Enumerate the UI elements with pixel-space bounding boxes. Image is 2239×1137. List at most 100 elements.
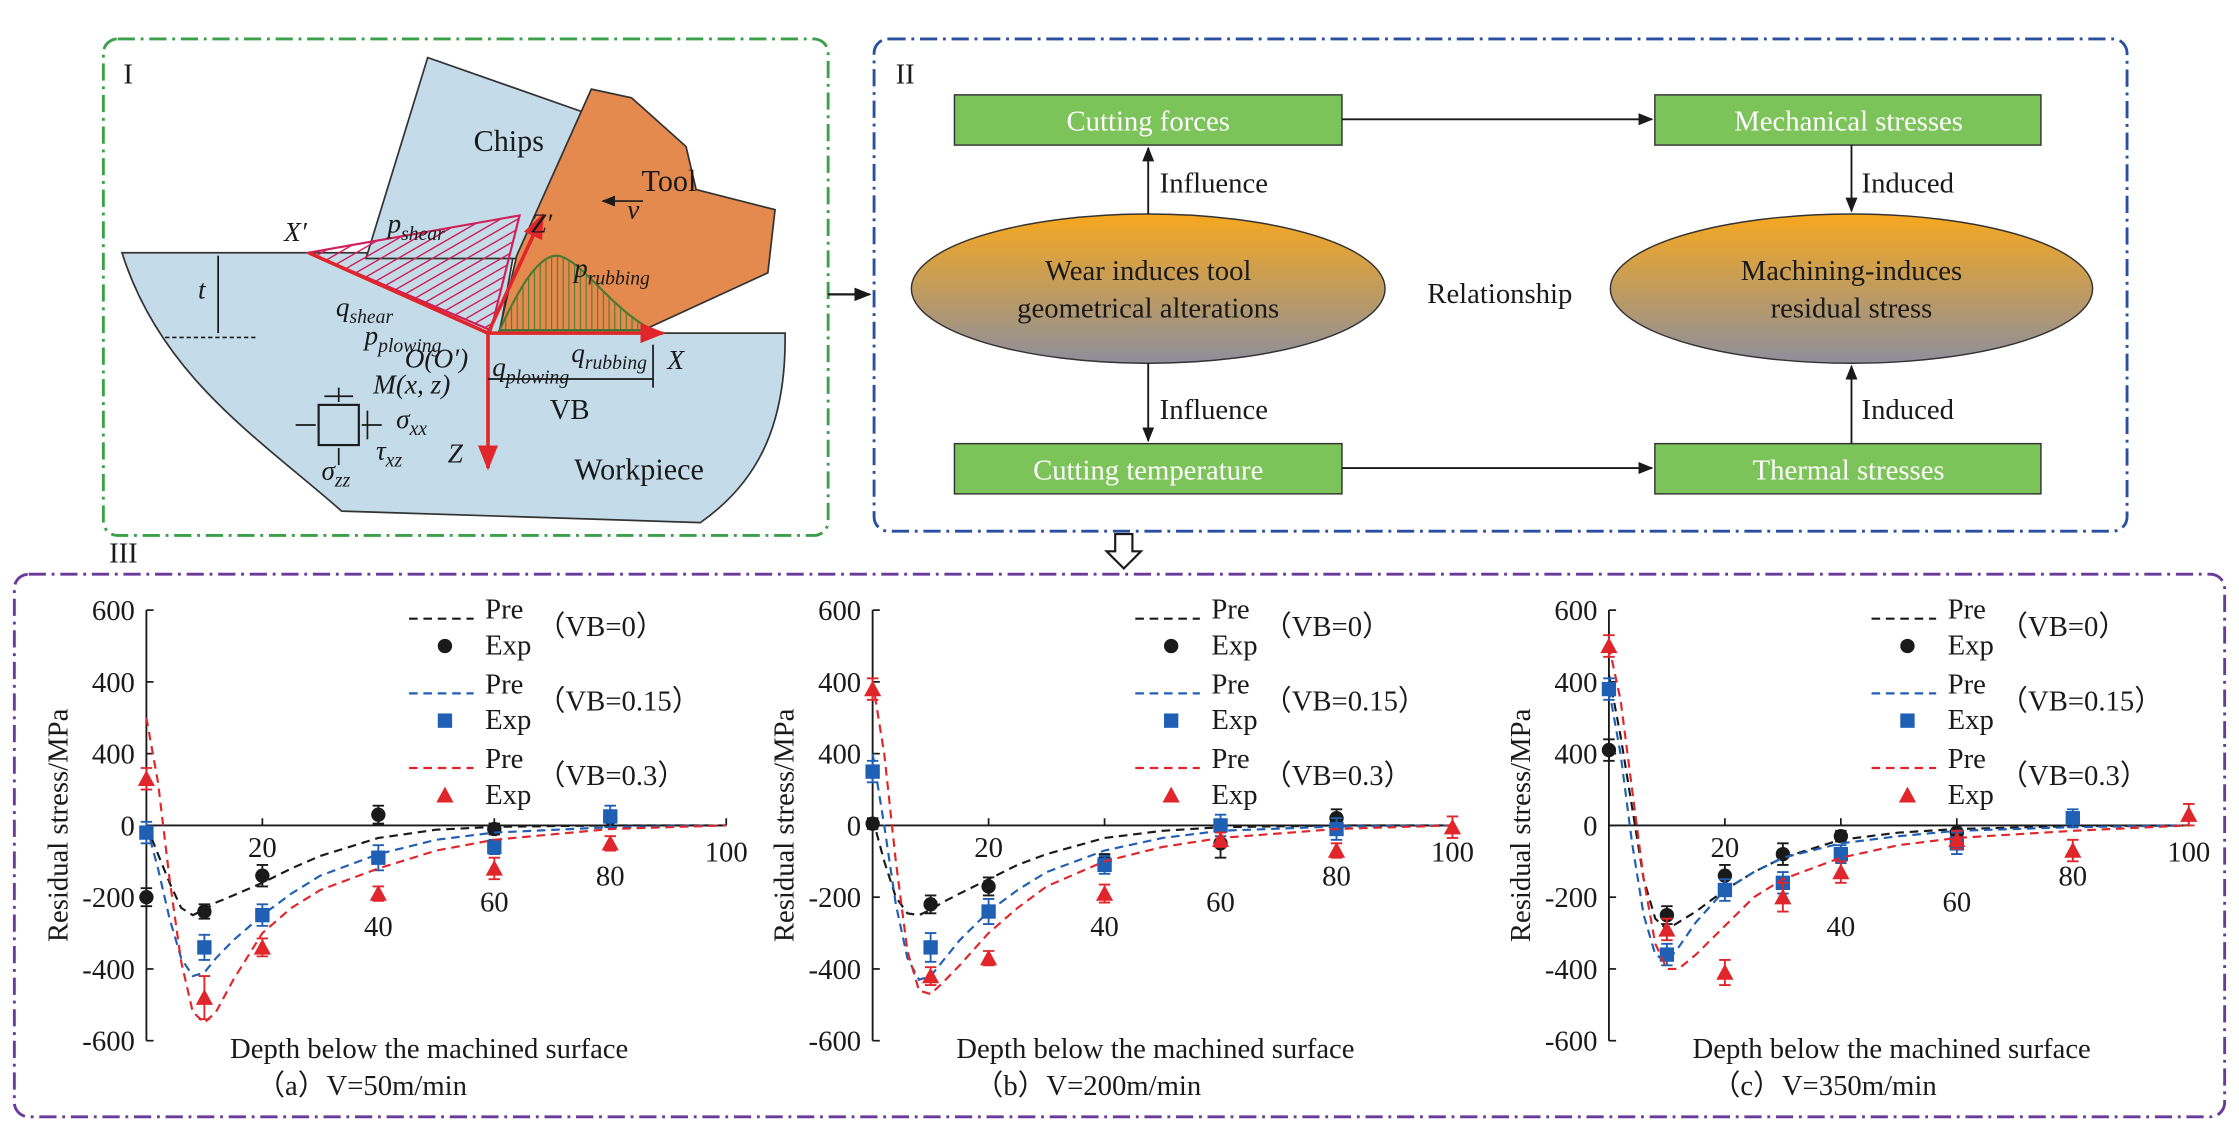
diagram-label: qshear — [336, 292, 394, 328]
y-tick-label: -600 — [82, 1026, 135, 1058]
legend-swatch — [1163, 638, 1179, 654]
legend-label: Pre — [1948, 668, 1986, 700]
data-point — [865, 816, 880, 831]
diagram-label: v — [627, 194, 640, 224]
legend-label: Exp — [485, 704, 531, 736]
x-axis-title: Depth below the machined surface — [1693, 1033, 2091, 1065]
diagram-label: pplowing — [363, 321, 442, 357]
data-point — [197, 904, 212, 919]
diagram-label: Tool — [642, 164, 697, 198]
label-main: Z — [448, 438, 464, 468]
diagram-label: prubbing — [572, 253, 650, 289]
panel-frame — [872, 37, 2129, 533]
diagram-label: Workpiece — [574, 453, 704, 487]
label-main: t — [198, 275, 207, 305]
data-point — [2064, 841, 2082, 858]
data-point — [139, 825, 154, 840]
diagram-label: X′ — [283, 217, 308, 247]
center-label: Relationship — [1427, 278, 1572, 310]
ellipse-label: geometrical alterations — [1017, 292, 1279, 324]
data-point — [139, 889, 154, 905]
label-main: v — [627, 194, 640, 224]
chart: 600 400 400 0 -200 -400 -600 20 40 60 80 100 Residua… — [769, 594, 1474, 1103]
flow-box — [953, 442, 1343, 495]
legend-group-label: （VB=0.3） — [537, 760, 686, 792]
data-point — [922, 967, 940, 984]
prediction-line — [1607, 688, 2189, 964]
prediction-line — [1607, 645, 2189, 971]
data-point — [1658, 920, 1676, 937]
label-main: q — [336, 292, 350, 322]
box-label: Cutting temperature — [1033, 455, 1263, 487]
flow-box — [1654, 442, 2042, 495]
diagram-label: σxx — [396, 404, 427, 440]
x-tick-label: 60 — [480, 887, 509, 919]
label-main: p — [572, 253, 588, 283]
legend-label: Pre — [485, 668, 523, 700]
data-point — [1833, 846, 1849, 862]
label-main: p — [386, 209, 402, 239]
label-sub: plowing — [376, 336, 441, 357]
label-sub: rubbing — [585, 353, 647, 374]
data-point — [1095, 884, 1114, 901]
y-tick-label: 0 — [847, 810, 861, 842]
x-tick-label: 20 — [974, 832, 1003, 864]
y-tick-label: 400 — [1554, 739, 1597, 771]
x-tick-label: 80 — [596, 861, 625, 893]
prediction-line — [145, 824, 727, 978]
legend-swatch — [1162, 786, 1180, 803]
data-point — [1774, 888, 1792, 905]
diagram-label: qplowing — [492, 352, 569, 388]
flow-diagram — [910, 94, 2094, 495]
diagram-label: qrubbing — [571, 338, 647, 374]
data-point — [137, 770, 156, 786]
shear-distribution — [304, 214, 522, 332]
prediction-line — [871, 817, 1453, 917]
panel-frame — [101, 37, 830, 537]
data-point — [487, 821, 502, 837]
data-point — [1717, 882, 1733, 898]
diagram-label: M(x, z) — [372, 369, 450, 399]
diagram-label: τxz — [376, 435, 402, 471]
ellipse-label: Wear induces tool — [1045, 255, 1251, 287]
label-main: Chips — [474, 124, 544, 158]
box-label: Thermal stresses — [1753, 455, 1945, 487]
data-point — [371, 807, 386, 822]
panel-frame — [12, 572, 2227, 1119]
diagram-label: Z′ — [531, 209, 553, 239]
legend-label: Pre — [1211, 743, 1249, 775]
data-point — [2180, 806, 2198, 822]
data-point — [371, 850, 386, 865]
x-tick-label: 80 — [1322, 861, 1351, 893]
legend-swatch — [437, 713, 453, 728]
data-point — [195, 989, 213, 1005]
legend-label: Pre — [1948, 594, 1986, 626]
stress-element — [317, 403, 360, 447]
label-sub: zz — [334, 471, 351, 492]
edge-label: Influence — [1160, 394, 1268, 426]
legend-label: Pre — [1211, 668, 1249, 700]
legend-label: Exp — [1211, 779, 1257, 811]
x-tick-label: 80 — [2058, 861, 2087, 893]
label-sub: xz — [385, 451, 403, 472]
y-tick-label: 600 — [1554, 595, 1597, 627]
legend-label: Pre — [485, 743, 523, 775]
x-tick-label: 100 — [705, 836, 748, 868]
chart: 600 400 400 0 -200 -400 -600 20 40 60 80 100 Residua… — [1505, 594, 2210, 1103]
data-point — [1211, 831, 1230, 847]
label-main: Z′ — [531, 209, 553, 239]
legend-group-label: （VB=0） — [1999, 611, 2127, 643]
x-tick-label: 40 — [1090, 911, 1119, 943]
diagram-label: VB — [550, 394, 590, 426]
data-point — [1948, 831, 1966, 847]
legend-label: Pre — [1211, 594, 1249, 626]
y-tick-label: -200 — [82, 882, 135, 914]
label-main: X — [666, 345, 685, 375]
x-tick-label: 20 — [1711, 832, 1740, 864]
label-main: M(x, z) — [372, 369, 450, 399]
data-point — [923, 940, 938, 955]
y-tick-label: -400 — [82, 954, 135, 986]
y-tick-label: -200 — [809, 882, 862, 914]
x-tick-label: 60 — [1206, 887, 1235, 919]
